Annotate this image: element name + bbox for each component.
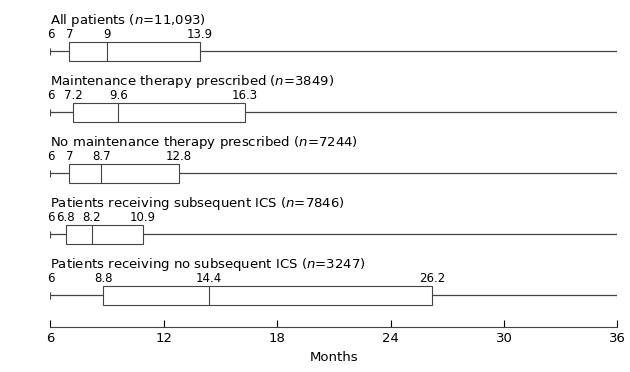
Text: 7: 7 bbox=[66, 28, 73, 41]
Text: 9: 9 bbox=[103, 28, 111, 41]
Text: 8.7: 8.7 bbox=[92, 150, 111, 163]
Text: Patients receiving no subsequent ICS ($n$=3247): Patients receiving no subsequent ICS ($n… bbox=[50, 256, 366, 273]
Text: 12.8: 12.8 bbox=[166, 150, 192, 163]
Text: 6: 6 bbox=[47, 272, 54, 285]
Text: Patients receiving subsequent ICS ($n$=7846): Patients receiving subsequent ICS ($n$=7… bbox=[50, 195, 345, 212]
Text: 6: 6 bbox=[47, 89, 54, 102]
Text: 6: 6 bbox=[47, 150, 54, 163]
Text: 7.2: 7.2 bbox=[64, 89, 83, 102]
Text: 10.9: 10.9 bbox=[130, 211, 156, 224]
Text: 6: 6 bbox=[47, 28, 54, 41]
Text: 26.2: 26.2 bbox=[419, 272, 445, 285]
Bar bbox=[66, 225, 143, 244]
Bar bbox=[103, 286, 432, 305]
Text: Maintenance therapy prescribed ($n$=3849): Maintenance therapy prescribed ($n$=3849… bbox=[50, 73, 335, 90]
Text: 8.2: 8.2 bbox=[83, 211, 101, 224]
X-axis label: Months: Months bbox=[309, 351, 358, 364]
Text: No maintenance therapy prescribed ($n$=7244): No maintenance therapy prescribed ($n$=7… bbox=[50, 134, 358, 151]
Text: 8.8: 8.8 bbox=[94, 272, 113, 285]
Text: 9.6: 9.6 bbox=[109, 89, 128, 102]
Text: 14.4: 14.4 bbox=[196, 272, 222, 285]
Bar bbox=[69, 164, 179, 183]
Text: All patients ($n$=11,093): All patients ($n$=11,093) bbox=[50, 12, 207, 29]
Text: 6: 6 bbox=[47, 211, 54, 224]
Bar bbox=[73, 103, 245, 122]
Text: 13.9: 13.9 bbox=[186, 28, 213, 41]
Text: 6.8: 6.8 bbox=[56, 211, 75, 224]
Text: 16.3: 16.3 bbox=[232, 89, 258, 102]
Bar bbox=[69, 42, 200, 61]
Text: 7: 7 bbox=[66, 150, 73, 163]
